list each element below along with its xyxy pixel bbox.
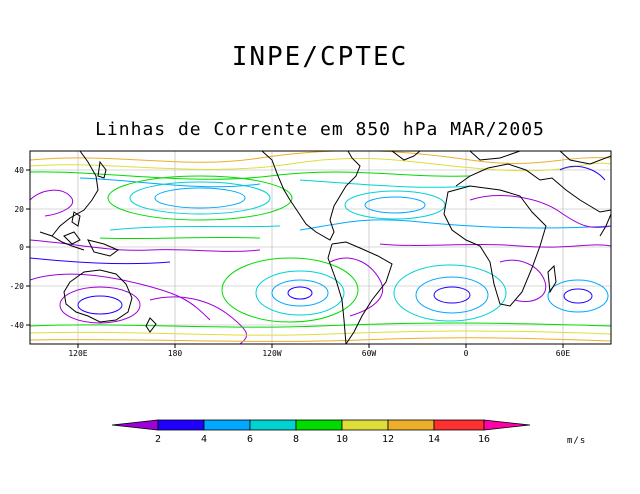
streamline (129, 181, 271, 215)
coastline (391, 151, 421, 161)
streamline (149, 296, 248, 344)
org-title: INPE/CPTEC (231, 42, 409, 72)
streamline (287, 286, 313, 300)
y-tick-label: 40 (14, 166, 24, 175)
coastline (547, 264, 557, 294)
map-title: Linhas de Corrente em 850 hPa MAR/2005 (95, 119, 545, 140)
colorbar-label: 16 (478, 434, 490, 445)
colorbar-segment (203, 419, 251, 431)
coastline (97, 160, 107, 179)
coastline (559, 151, 611, 165)
streamline (30, 330, 611, 336)
coastline (327, 241, 393, 344)
colorbar-units: m/s (567, 436, 587, 446)
coastline (87, 239, 119, 257)
colorbar-label: 10 (336, 434, 348, 445)
streamline (99, 236, 261, 240)
coastline (39, 231, 85, 251)
streamline (109, 225, 281, 231)
coastline (469, 151, 521, 161)
streamline (30, 322, 611, 328)
coastline (261, 151, 361, 241)
streamline (30, 239, 261, 252)
coastline (599, 213, 611, 237)
colorbar-label: 8 (293, 434, 299, 445)
streamline (30, 257, 171, 265)
streamline (79, 177, 261, 188)
colorbar-segment (111, 419, 159, 431)
streamline (30, 151, 611, 164)
colorbar-label: 2 (155, 434, 161, 445)
streamline (547, 279, 609, 313)
coastline (455, 163, 611, 213)
colorbar-label: 12 (382, 434, 394, 445)
colorbar-segment (341, 419, 389, 431)
streamline (107, 175, 293, 221)
colorbar-segment (249, 419, 297, 431)
y-tick-label: -20 (10, 282, 25, 291)
streamline (271, 279, 329, 307)
streamline (499, 259, 547, 303)
colorbar-label: 14 (428, 434, 440, 445)
streamline (59, 286, 141, 324)
streamline (154, 187, 246, 209)
streamline (221, 257, 359, 323)
x-tick-label: 60E (556, 349, 571, 358)
y-tick-label: 20 (14, 205, 24, 214)
x-tick-label: 120E (68, 349, 87, 358)
y-tick-label: 0 (19, 243, 24, 252)
colorbar (111, 419, 531, 431)
x-tick-label: 180 (168, 349, 183, 358)
y-tick-label: -40 (10, 321, 25, 330)
x-tick-label: 0 (464, 349, 469, 358)
colorbar-segment (483, 419, 531, 431)
x-tick-label: 120W (262, 349, 281, 358)
coastline (443, 185, 547, 307)
streamline (299, 219, 611, 231)
streamline (433, 286, 471, 304)
x-axis (77, 344, 564, 348)
streamline (379, 243, 611, 248)
streamline (563, 288, 593, 304)
streamline (30, 337, 611, 342)
streamline (255, 270, 345, 316)
coastlines (39, 151, 611, 344)
coastline (145, 317, 157, 333)
y-axis (26, 169, 30, 326)
coastline (51, 151, 99, 237)
x-tick-label: 60W (362, 349, 377, 358)
streamline (364, 196, 426, 214)
streamline (30, 189, 73, 217)
streamline (415, 276, 489, 314)
colorbar-label: 4 (201, 434, 207, 445)
colorbar-label: 6 (247, 434, 253, 445)
colorbar-segment (295, 419, 343, 431)
streamline (559, 165, 606, 181)
streamline (469, 195, 611, 228)
streamline (299, 179, 471, 188)
streamline (344, 190, 446, 220)
streamline (393, 264, 507, 322)
streamline (77, 295, 123, 315)
colorbar-segment (387, 419, 435, 431)
coastline (63, 269, 133, 323)
coastline (63, 231, 81, 245)
colorbar-segment (433, 419, 485, 431)
streamline (30, 273, 211, 321)
colorbar-segment (157, 419, 205, 431)
coastline (71, 211, 81, 227)
